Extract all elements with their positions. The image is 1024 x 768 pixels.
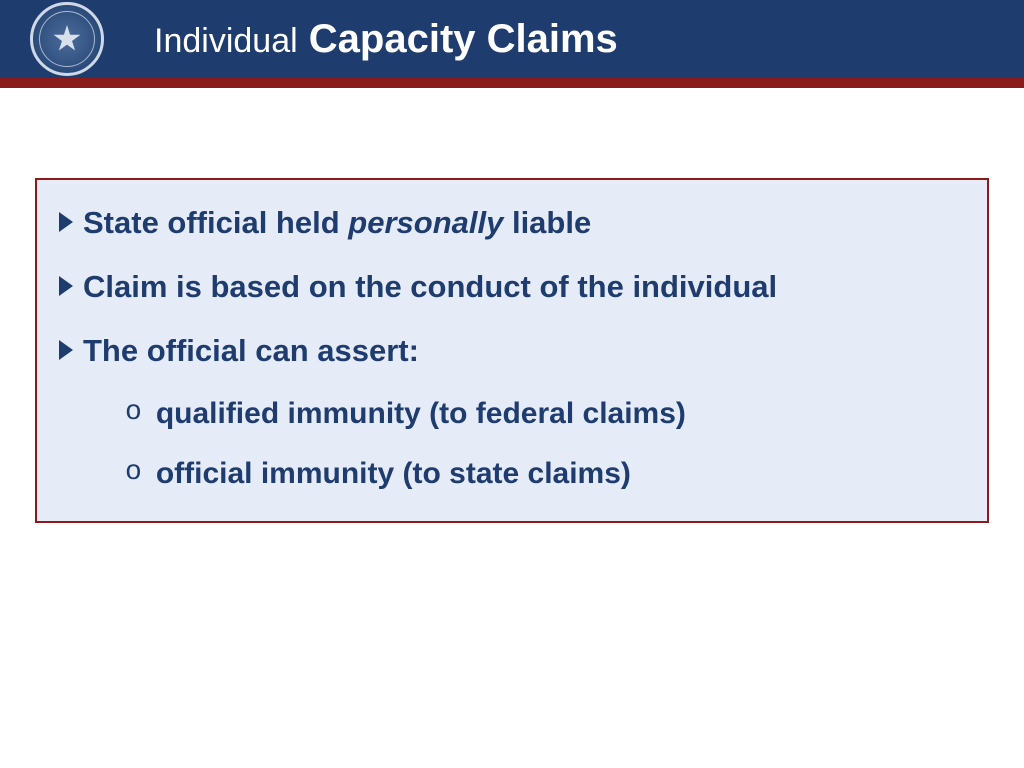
triangle-bullet-icon xyxy=(59,276,73,296)
bullet-text: State official held personally liable xyxy=(83,202,591,244)
content-box: State official held personally liable Cla… xyxy=(35,178,989,523)
circle-bullet-icon: o xyxy=(125,454,142,492)
triangle-bullet-icon xyxy=(59,212,73,232)
title-light: Individual xyxy=(154,22,298,60)
bullet-text: The official can assert: xyxy=(83,330,419,372)
bullet-item: The official can assert: xyxy=(59,330,965,372)
title-bold: Capacity Claims xyxy=(309,17,618,61)
seal-icon xyxy=(30,2,104,76)
bullet-text: Claim is based on the conduct of the ind… xyxy=(83,266,777,308)
bullet-item: State official held personally liable xyxy=(59,202,965,244)
sub-item-text: official immunity (to state claims) xyxy=(156,454,631,495)
slide-header: Individual Capacity Claims xyxy=(0,0,1024,88)
sub-item-text: qualified immunity (to federal claims) xyxy=(156,394,686,435)
sub-list: oqualified immunity (to federal claims)o… xyxy=(125,394,965,495)
sub-item: o official immunity (to state claims) xyxy=(125,454,965,495)
bullet-item: Claim is based on the conduct of the ind… xyxy=(59,266,965,308)
sub-item: o qualified immunity (to federal claims) xyxy=(125,394,965,435)
triangle-bullet-icon xyxy=(59,340,73,360)
circle-bullet-icon: o xyxy=(125,394,142,432)
slide-title: Individual Capacity Claims xyxy=(154,17,618,62)
